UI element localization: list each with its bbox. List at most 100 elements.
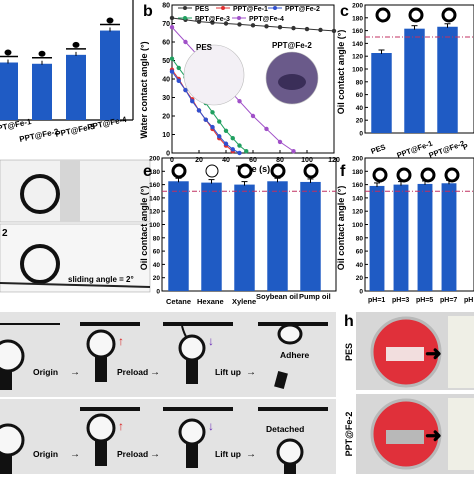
y-tick-label: 200 bbox=[352, 156, 363, 163]
panel-f-tick-label: pH bbox=[464, 297, 473, 304]
y-tick-label: 120 bbox=[352, 209, 363, 216]
y-tick-label: 40 bbox=[356, 105, 364, 112]
y-tick-label: 60 bbox=[153, 249, 161, 256]
panel-f: f Oil contact angle (°) 0 20 40 60 80 100 120 1… bbox=[336, 156, 474, 304]
panel-f-droplets bbox=[372, 167, 460, 183]
y-tick-label: 140 bbox=[352, 195, 363, 202]
bar bbox=[417, 183, 433, 291]
panel-f-tick-label: pH=3 bbox=[392, 297, 409, 304]
y-tick-label: 10 bbox=[162, 132, 170, 139]
panel-b-xlabel: Time (s) bbox=[236, 164, 270, 174]
substrate-plate bbox=[163, 322, 233, 326]
data-point bbox=[203, 117, 208, 122]
droplet-icon bbox=[420, 167, 436, 183]
bar bbox=[0, 62, 18, 120]
panel-c-droplets bbox=[375, 7, 457, 23]
droplet-icon bbox=[0, 339, 25, 373]
legend-marker bbox=[183, 16, 187, 20]
data-point bbox=[264, 126, 269, 132]
y-tick-label: 20 bbox=[162, 114, 170, 121]
y-tick-label: 100 bbox=[352, 222, 363, 229]
arrow-icon: → bbox=[70, 367, 80, 378]
panel-f-tick-label: pH=5 bbox=[416, 297, 433, 304]
needle bbox=[186, 360, 198, 384]
y-tick-label: 20 bbox=[356, 118, 364, 125]
step-label: Origin bbox=[33, 449, 58, 459]
droplet-icon bbox=[20, 244, 60, 284]
data-point bbox=[331, 28, 337, 34]
panel-c-tick-label: PPT@Fe-1 bbox=[396, 139, 434, 160]
y-tick-label: 40 bbox=[162, 77, 170, 84]
arrow-icon: ➜ bbox=[425, 343, 442, 365]
needle bbox=[186, 444, 198, 468]
panel-c: c Oil contact angle (°) 0 20 40 60 80 100 120 1… bbox=[336, 3, 474, 160]
y-tick-label: 180 bbox=[352, 169, 363, 176]
y-tick-label: 160 bbox=[149, 182, 160, 189]
substrate-vertical bbox=[60, 160, 80, 222]
legend-label: PES bbox=[195, 6, 209, 13]
droplet-icon bbox=[375, 7, 391, 23]
up-arrow-icon: ↑ bbox=[118, 419, 124, 433]
data-point bbox=[237, 99, 242, 104]
inset-label: PES bbox=[196, 43, 213, 52]
legend-label: PPT@Fe-3 bbox=[195, 16, 230, 23]
y-tick-label: 200 bbox=[149, 156, 160, 163]
row-label: PPT@Fe-2 bbox=[344, 412, 354, 457]
data-point bbox=[190, 99, 195, 104]
y-tick-label: 60 bbox=[356, 92, 364, 99]
bar bbox=[66, 54, 86, 121]
panel-f-y-ticks: 0 20 40 60 80 100 120 140 160 180 200 bbox=[352, 156, 368, 296]
bar bbox=[369, 185, 385, 291]
inset-pes-photo bbox=[183, 44, 245, 106]
panel-e-ylabel: Oil contact angle (°) bbox=[139, 186, 149, 271]
substrate-plate bbox=[80, 322, 140, 326]
needle bbox=[0, 454, 12, 474]
arrow-icon: ➜ bbox=[425, 425, 442, 447]
data-point bbox=[210, 20, 215, 25]
panel-b-y-ticks: 0 10 20 30 40 50 60 70 80 bbox=[162, 3, 175, 158]
panel-g: Origin → ↑ Preload → ↓ Lift up → Adhere bbox=[0, 312, 336, 474]
panel-g-row-1: Origin → ↑ Preload → ↓ Lift up → Adhere bbox=[0, 322, 328, 390]
panel-b-letter: b bbox=[143, 3, 153, 20]
bar bbox=[404, 28, 425, 133]
panel-b-x-ticks: 0 20 40 60 80 100 120 bbox=[170, 150, 340, 164]
arrow-icon: → bbox=[246, 367, 256, 378]
data-point bbox=[217, 134, 222, 139]
data-point bbox=[250, 113, 256, 119]
data-point bbox=[318, 27, 323, 33]
tilted-surface bbox=[0, 282, 151, 288]
panel-f-ylabel: Oil contact angle (°) bbox=[336, 186, 346, 271]
droplet-icon bbox=[396, 167, 412, 183]
panel-a: PT@Fe-1 PPT@Fe-2 PPT@Fe-3 PPT@Fe-4 bbox=[0, 0, 134, 144]
up-arrow-icon: ↑ bbox=[118, 334, 124, 348]
bar bbox=[201, 182, 222, 291]
needle bbox=[274, 370, 288, 390]
data-point bbox=[169, 25, 175, 30]
needle bbox=[95, 440, 107, 466]
x-tick-label: 80 bbox=[276, 157, 284, 164]
bar bbox=[32, 63, 52, 120]
step-label: Lift up bbox=[215, 367, 241, 377]
data-point bbox=[291, 25, 296, 31]
panel-f-tick-label: pH=7 bbox=[440, 297, 457, 304]
y-tick-label: 60 bbox=[162, 40, 170, 47]
y-tick-label: 30 bbox=[162, 95, 170, 102]
data-point bbox=[176, 78, 181, 84]
legend-marker bbox=[221, 6, 225, 10]
panel-e-tick-label: Xylene bbox=[232, 297, 256, 306]
data-point bbox=[169, 69, 175, 74]
bar bbox=[393, 184, 409, 291]
needle bbox=[0, 370, 12, 390]
x-tick-label: 120 bbox=[328, 157, 340, 164]
step-label: Detached bbox=[266, 424, 304, 434]
panel-h-letter: h bbox=[344, 313, 354, 330]
arrow-icon: → bbox=[70, 449, 80, 460]
bar bbox=[371, 53, 392, 133]
droplet-icon bbox=[178, 334, 206, 362]
droplet-icon bbox=[277, 323, 303, 345]
panel-c-y-ticks: 0 20 40 60 80 100 120 140 160 180 200 bbox=[352, 3, 368, 138]
panel-e-tick-label: Cetane bbox=[166, 297, 191, 306]
droplet-icon bbox=[20, 174, 60, 214]
bar bbox=[234, 184, 255, 291]
